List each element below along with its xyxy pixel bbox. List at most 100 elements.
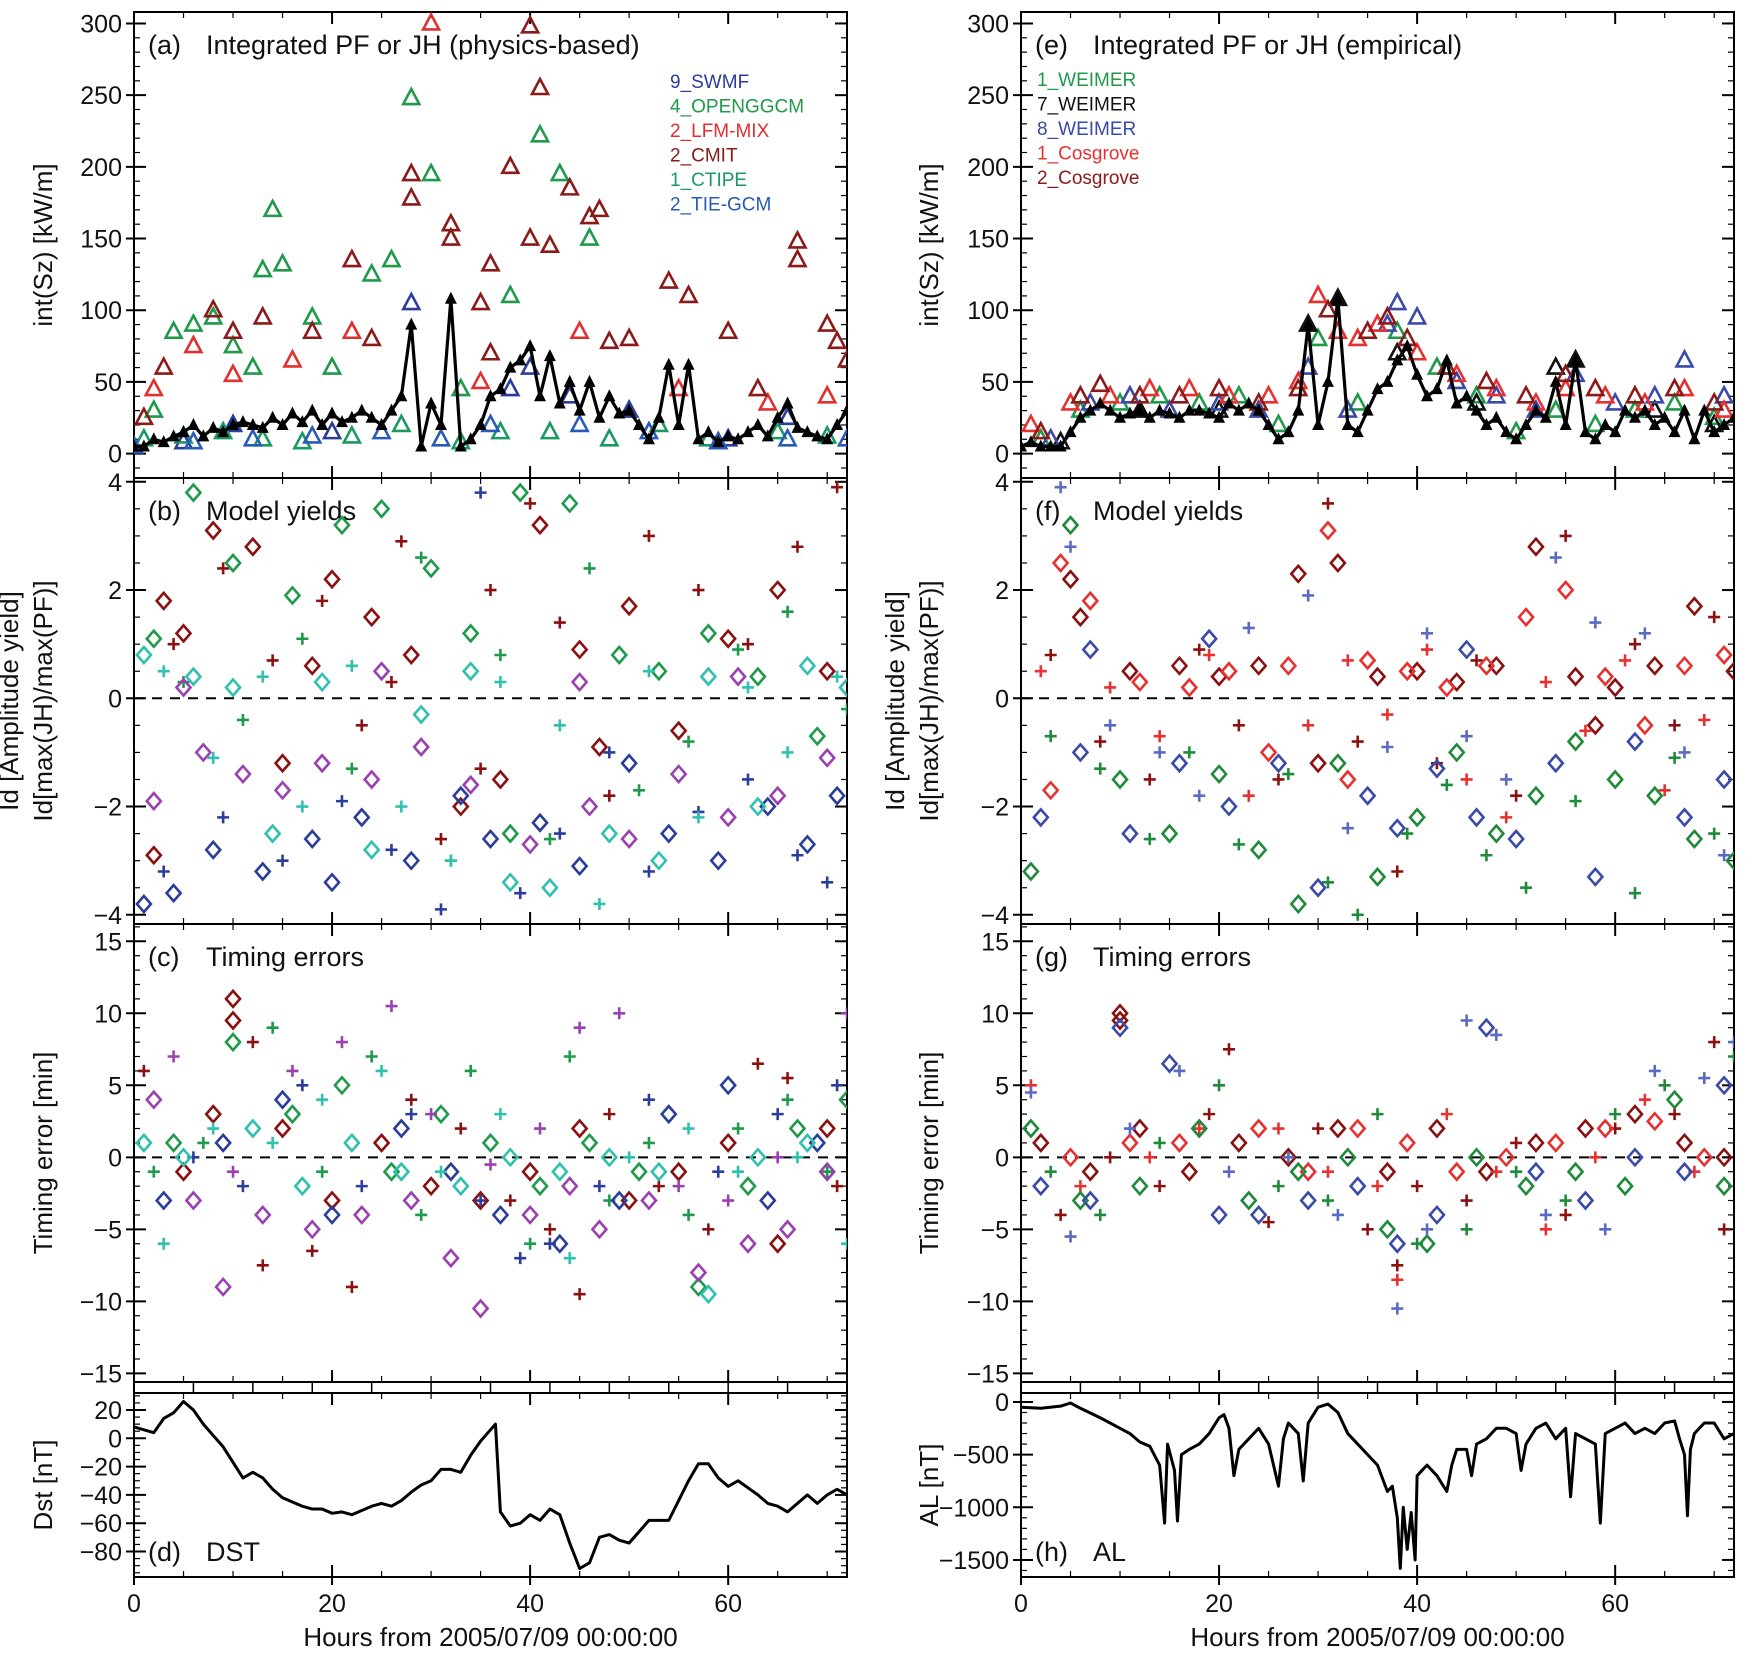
diamond-marker — [521, 1204, 539, 1225]
series-darkred-plus — [167, 481, 844, 846]
line-point — [831, 417, 844, 430]
plus-marker — [732, 1165, 745, 1178]
diamond-marker — [778, 1219, 797, 1240]
plus-marker — [147, 1165, 160, 1178]
diamond-marker — [402, 1190, 421, 1211]
diamond-marker — [818, 747, 836, 768]
diamond-marker — [1725, 850, 1734, 871]
diamond-marker — [135, 645, 153, 665]
plus-marker — [266, 1136, 279, 1149]
diamond-marker — [1329, 553, 1347, 573]
plus-marker — [385, 676, 398, 689]
triangle-marker — [826, 330, 847, 350]
diamond-marker — [600, 1147, 619, 1168]
plus-marker — [543, 1223, 556, 1236]
plus-marker — [791, 849, 804, 862]
plus-marker — [553, 719, 566, 732]
line-point — [1351, 425, 1364, 438]
legend: 1_WEIMER 7_WEIMER 8_WEIMER 1_Cosgrove 2_Cosg… — [1037, 70, 1139, 189]
y-tick-label: −10 — [967, 1288, 1009, 1316]
line-point — [563, 374, 576, 387]
plus-marker — [454, 1122, 467, 1135]
diamond-marker — [1388, 818, 1407, 839]
plus-marker — [831, 1079, 844, 1092]
diamond-marker — [1685, 596, 1704, 617]
line-point — [276, 417, 289, 430]
y-tick-label: 0 — [108, 1144, 122, 1172]
plus-marker — [1381, 741, 1394, 754]
plus-marker — [415, 551, 428, 564]
diamond-marker — [1319, 520, 1337, 541]
legend-entry: 4_OPENGGCM — [670, 97, 804, 118]
plus-marker — [484, 584, 497, 597]
triangle-marker — [579, 226, 600, 246]
plus-marker — [642, 1093, 655, 1106]
diamond-marker — [412, 737, 430, 757]
plus-marker — [1638, 1093, 1651, 1106]
line-point — [306, 403, 319, 416]
plus-marker — [494, 1108, 507, 1121]
line-point — [1153, 403, 1166, 416]
plus-marker — [1440, 1108, 1453, 1121]
diamond-marker — [699, 623, 718, 644]
diamond-marker — [570, 672, 589, 693]
plus-marker — [791, 1151, 804, 1164]
triangle-marker — [391, 413, 412, 433]
line-point — [514, 353, 527, 366]
diamond-marker — [461, 661, 480, 682]
diamond-marker — [1715, 1176, 1733, 1197]
diamond-marker — [1289, 563, 1308, 584]
line-point — [1331, 291, 1344, 304]
y-tick-label: 250 — [80, 82, 122, 110]
plus-marker — [741, 681, 754, 694]
plus-marker — [266, 654, 279, 667]
line-point — [1222, 396, 1235, 409]
plus-marker — [395, 800, 408, 813]
triangle-marker — [1674, 348, 1695, 368]
line-point — [751, 417, 764, 430]
diamond-marker — [1071, 607, 1090, 628]
diamond-marker — [1447, 672, 1466, 693]
diamond-marker — [719, 807, 737, 828]
plus-marker — [474, 1194, 487, 1207]
plus-marker — [1668, 751, 1681, 764]
diamond-marker — [1111, 1017, 1129, 1038]
panel-frame — [133, 477, 848, 925]
plus-marker — [1143, 1151, 1156, 1164]
plus-marker — [593, 1180, 606, 1193]
triangle-marker — [173, 430, 194, 450]
plus-marker — [771, 1151, 784, 1164]
diamond-marker — [1081, 639, 1100, 660]
series-blue-diamond — [1032, 1017, 1733, 1254]
diamond-marker — [273, 753, 292, 774]
diamond-marker — [323, 569, 341, 590]
diamond-marker — [372, 498, 391, 519]
diamond-marker — [501, 1147, 520, 1168]
line-point — [1252, 403, 1265, 416]
y-tick-label: −60 — [80, 1510, 122, 1538]
diamond-marker — [1428, 1118, 1446, 1139]
diamond-marker — [1368, 866, 1387, 887]
diamond-marker — [1111, 1010, 1129, 1031]
y-axis-title: int(Sz) [kW/m] — [28, 163, 58, 326]
line-point — [434, 417, 447, 430]
triangle-marker — [321, 355, 343, 375]
triangle-marker — [1307, 327, 1329, 347]
plus-marker — [1282, 768, 1295, 781]
y-tick-label: −2 — [93, 794, 122, 822]
plus-marker — [276, 854, 289, 867]
diamond-marker — [739, 1233, 757, 1254]
y-tick-label: 0 — [995, 441, 1009, 469]
diamond-marker — [214, 1132, 232, 1153]
plus-marker — [633, 784, 646, 797]
triangle-marker — [252, 258, 273, 278]
triangle-marker — [529, 76, 551, 96]
triangle-marker — [529, 123, 551, 143]
triangle-marker — [1129, 384, 1151, 404]
line-point — [1450, 396, 1463, 409]
diamond-marker — [362, 769, 381, 790]
diamond-marker — [234, 764, 252, 785]
plus-marker — [603, 789, 616, 802]
y-tick-label: 300 — [967, 10, 1009, 38]
